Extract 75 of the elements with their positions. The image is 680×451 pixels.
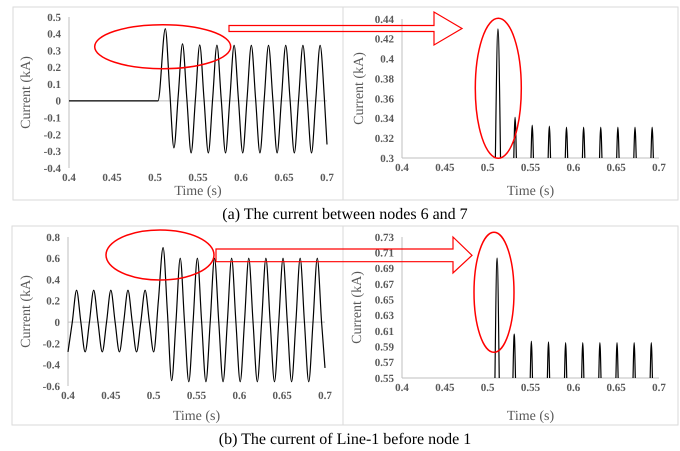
y-tick-label: 0.4 xyxy=(380,54,394,66)
x-tick-label: 0.5 xyxy=(146,390,162,402)
x-tick-label: 0.6 xyxy=(234,172,248,184)
x-tick-label: 0.7 xyxy=(652,162,666,174)
x-tick-label: 0.7 xyxy=(320,172,334,184)
x-tick-label: 0.6 xyxy=(566,162,581,174)
y-tick-label: 0.65 xyxy=(374,294,394,307)
y-tick-label: 0.3 xyxy=(380,152,394,165)
y-axis-title: Current (kA) xyxy=(352,52,367,125)
x-tick-label: 0.6 xyxy=(566,382,581,394)
x-tick-label: 0.5 xyxy=(148,172,162,184)
y-tick-label: 0.4 xyxy=(47,28,62,41)
y-tick-label: 0 xyxy=(56,96,62,108)
y-tick-label: 0.2 xyxy=(47,62,62,74)
y-axis-title: Current (kA) xyxy=(350,270,365,344)
text: (a) The current between nodes 6 and 7 xyxy=(222,206,468,223)
y-tick-label: 0.73 xyxy=(374,232,394,244)
x-tick-label: 0.4 xyxy=(395,162,410,174)
y-tick-label: 0.8 xyxy=(46,232,60,244)
x-tick-label: 0.7 xyxy=(318,390,332,402)
y-tick-label: 0.59 xyxy=(374,342,394,354)
y-tick-label: -0.4 xyxy=(42,360,60,372)
x-tick-label: 0.5 xyxy=(480,162,496,174)
y-tick-label: 0.34 xyxy=(374,113,394,126)
y-tick-label: 0.42 xyxy=(374,34,394,46)
x-tick-label: 0.65 xyxy=(272,390,292,402)
x-tick-label: 0.65 xyxy=(606,382,626,394)
y-tick-label: 0.5 xyxy=(47,12,62,24)
y-tick-label: -0.1 xyxy=(44,112,61,125)
y-tick-label: -0.2 xyxy=(44,129,62,142)
x-tick-label: 0.5 xyxy=(480,382,496,394)
x-tick-label: 0.55 xyxy=(186,390,207,402)
y-tick-label: 0.36 xyxy=(374,93,394,106)
line-series xyxy=(68,28,328,154)
y-tick-label: 0.32 xyxy=(374,132,394,145)
y-tick-label: 0.4 xyxy=(46,274,60,286)
x-axis-title: Time (s) xyxy=(506,184,554,199)
x-tick-label: 0.45 xyxy=(101,390,121,402)
y-tick-label: 0 xyxy=(54,316,60,329)
line-series xyxy=(67,247,326,382)
y-tick-label: 0.38 xyxy=(374,73,394,86)
y-tick-label: 0.57 xyxy=(374,357,394,370)
y-tick-label: 0.67 xyxy=(374,278,394,291)
y-tick-label: 0.1 xyxy=(47,78,61,91)
y-tick-label: 0.6 xyxy=(46,253,60,266)
x-tick-label: 0.6 xyxy=(232,390,247,402)
text: (b) The current of Line-1 before node 1 xyxy=(218,431,472,448)
x-axis-title: Time (s) xyxy=(506,409,554,424)
x-tick-label: 0.4 xyxy=(62,172,76,184)
x-tick-label: 0.55 xyxy=(520,382,541,394)
y-tick-label: -0.6 xyxy=(42,380,60,393)
x-tick-label: 0.65 xyxy=(274,172,294,184)
x-tick-label: 0.65 xyxy=(606,162,626,174)
x-tick-label: 0.55 xyxy=(520,162,541,174)
x-tick-label: 0.45 xyxy=(435,382,455,394)
x-axis-title: Time (s) xyxy=(174,184,222,199)
y-tick-label: 0.69 xyxy=(374,263,394,276)
x-tick-label: 0.45 xyxy=(435,162,455,174)
x-tick-label: 0.7 xyxy=(652,382,666,394)
y-tick-label: -0.2 xyxy=(42,338,60,350)
y-tick-label: 0.44 xyxy=(374,14,394,26)
x-tick-label: 0.55 xyxy=(188,172,208,184)
y-tick-label: 0.61 xyxy=(374,326,394,338)
x-tick-label: 0.45 xyxy=(102,172,122,184)
y-tick-label: 0.71 xyxy=(374,248,394,260)
x-axis-title: Time (s) xyxy=(172,409,220,424)
x-tick-label: 0.4 xyxy=(395,382,410,394)
y-tick-label: 0.55 xyxy=(374,372,394,385)
y-tick-label: -0.4 xyxy=(44,162,62,175)
y-axis-title: Current (kA) xyxy=(19,56,34,129)
y-tick-label: 0.63 xyxy=(374,310,394,322)
y-tick-label: -0.3 xyxy=(44,146,62,158)
y-axis-title: Current (kA) xyxy=(19,274,34,348)
y-tick-label: 0.3 xyxy=(47,45,62,58)
y-tick-label: 0.2 xyxy=(46,296,60,308)
